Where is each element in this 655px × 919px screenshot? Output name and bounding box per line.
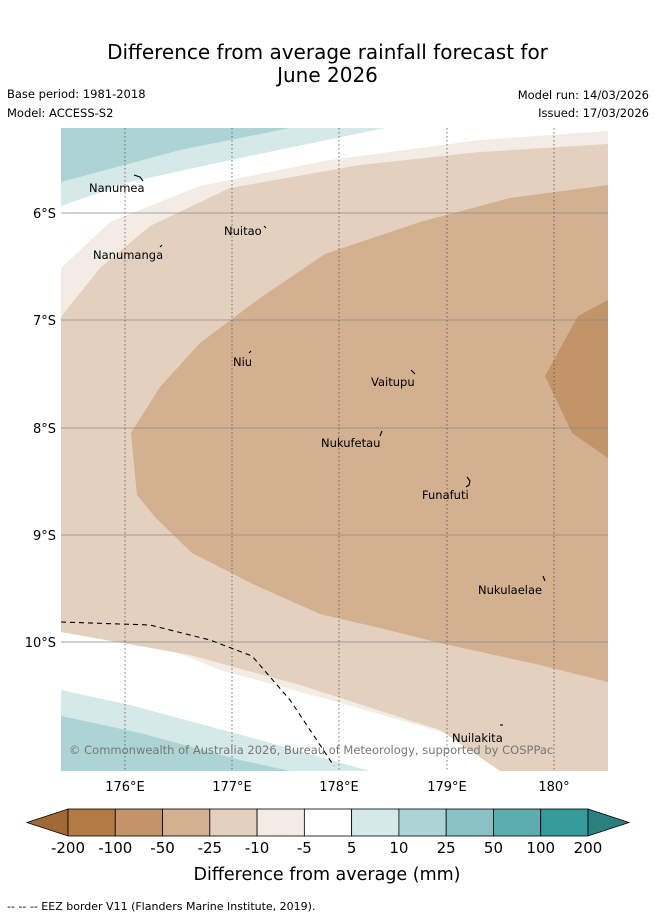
colorbar-tick-label: 5 — [347, 839, 357, 857]
colorbar-cell — [303, 808, 353, 837]
title-line-2: June 2026 — [277, 63, 378, 87]
colorbar-tick-label: 100 — [526, 839, 555, 857]
lat-label: 7°S — [33, 314, 56, 329]
colorbar-tick-label: -10 — [245, 839, 270, 857]
eez-footnote: -- -- -- EEZ border V11 (Flanders Marine… — [7, 900, 316, 913]
model-run: Model run: 14/03/2026 — [517, 88, 649, 102]
contour-wet-bottom — [61, 716, 290, 771]
island-shapes — [133, 174, 546, 726]
colorbar-tick-label: 10 — [389, 839, 408, 857]
colorbar-extend-low — [25, 808, 69, 837]
island-label-funafuti: Funafuti — [422, 488, 469, 502]
colorbar-cell — [540, 808, 589, 837]
colorbar-tick-label: -200 — [51, 839, 85, 857]
island-label-nuilakita: Nuilakita — [452, 731, 503, 745]
island-shape-niu — [248, 350, 252, 354]
page-title: Difference from average rainfall forecas… — [0, 41, 655, 87]
colorbar-tick-label: -100 — [98, 839, 132, 857]
colorbar-cell — [209, 808, 258, 837]
lat-label: 6°S — [33, 207, 56, 222]
island-shape-funafuti — [465, 476, 471, 488]
colorbar-tick-label: 50 — [484, 839, 503, 857]
forecast-map: Nanumea Nuitao Nanumanga Niu Vaitupu Nuk… — [25, 128, 608, 795]
lon-label: 180° — [538, 780, 569, 795]
lon-label: 178°E — [319, 780, 359, 795]
colorbar-tick-label: -25 — [198, 839, 223, 857]
colorbar-cell — [398, 808, 447, 837]
island-label-nukulaelae: Nukulaelae — [478, 583, 542, 597]
colorbar-extend-high — [587, 808, 631, 837]
model-name: Model: ACCESS-S2 — [7, 106, 114, 120]
colorbar-cell — [445, 808, 494, 837]
island-shape-nukulaelae — [542, 575, 546, 582]
eez-border — [60, 621, 335, 767]
colorbar-ticks: -200 -100 -50 -25 -10 -5 5 10 25 50 100 200 — [51, 839, 602, 857]
colorbar-cells — [25, 808, 631, 837]
colorbar: -200 -100 -50 -25 -10 -5 5 10 25 50 100 200 Differe… — [25, 808, 631, 885]
contour-layer — [61, 128, 608, 771]
colorbar-cell — [493, 808, 542, 837]
lat-label: 9°S — [33, 529, 56, 544]
island-label-nanumanga: Nanumanga — [93, 248, 163, 262]
lon-label: 179°E — [427, 780, 467, 795]
title-line-1: Difference from average rainfall forecas… — [107, 40, 548, 64]
island-label-nukufetau: Nukufetau — [321, 436, 380, 450]
island-label-vaitupu: Vaitupu — [371, 375, 415, 389]
island-label-niu: Niu — [233, 355, 252, 369]
island-label-nanumea: Nanumea — [89, 181, 145, 195]
base-period: Base period: 1981-2018 — [7, 87, 146, 101]
island-shape-nukufetau — [379, 430, 383, 437]
island-shape-nanumea — [133, 174, 144, 182]
lat-label: 10°S — [25, 636, 56, 651]
island-shape-vaitupu — [410, 369, 416, 375]
lon-label: 176°E — [105, 780, 145, 795]
colorbar-cell — [67, 808, 116, 837]
contour-dry-50 — [545, 300, 608, 458]
colorbar-tick-label: 25 — [437, 839, 456, 857]
issued-date: Issued: 17/03/2026 — [538, 106, 649, 120]
lat-label: 8°S — [33, 422, 56, 437]
colorbar-cell — [256, 808, 305, 837]
colorbar-tick-label: -50 — [150, 839, 175, 857]
gridlines — [61, 128, 608, 771]
contour-dry-25 — [131, 185, 608, 682]
island-shape-nanumanga — [159, 244, 163, 248]
colorbar-cell — [114, 808, 163, 837]
island-shape-nuitao — [263, 225, 267, 229]
colorbar-cell — [162, 808, 211, 837]
colorbar-cell — [351, 808, 400, 837]
copyright-notice: © Commonwealth of Australia 2026, Bureau… — [69, 743, 553, 757]
lon-label: 177°E — [212, 780, 252, 795]
island-label-nuitao: Nuitao — [224, 224, 262, 238]
colorbar-tick-label: -5 — [297, 839, 312, 857]
contour-wet-top — [61, 128, 290, 182]
colorbar-label: Difference from average (mm) — [193, 865, 460, 885]
colorbar-tick-label: 200 — [574, 839, 603, 857]
